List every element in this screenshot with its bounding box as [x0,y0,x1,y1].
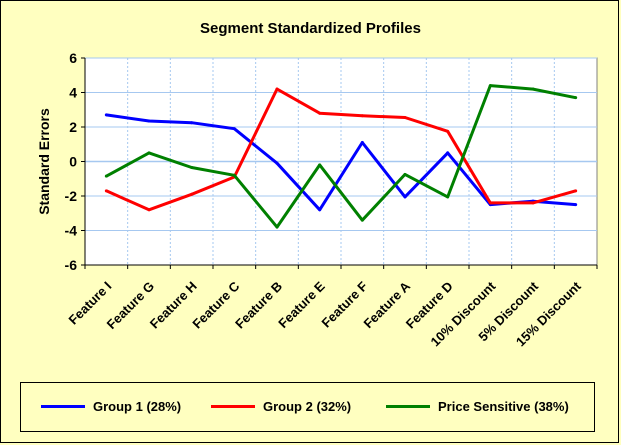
data-point [403,172,407,176]
legend-label: Group 1 (28%) [93,399,182,414]
data-point [446,195,450,199]
data-point [488,201,492,205]
legend-swatch [211,405,255,408]
series-line-3 [105,84,576,229]
chart-legend: Group 1 (28%) Group 2 (32%) Price Sensitiv… [20,382,595,432]
y-tick-label: -2 [65,188,78,204]
data-point [104,113,108,117]
x-tick-label: Feature E [275,278,328,331]
series-line-2 [105,87,577,212]
data-point [275,161,279,165]
data-point [531,87,535,91]
data-point [147,151,151,155]
y-tick-label: 6 [69,50,77,66]
data-point [190,121,194,125]
data-point [318,208,322,212]
data-point [488,84,492,88]
y-tick-label: 0 [69,154,77,170]
data-point [403,116,407,120]
data-point [275,225,279,229]
data-point [104,189,108,193]
y-tick-label: 2 [69,119,77,135]
data-point [318,163,322,167]
data-point [574,96,578,100]
legend-swatch [386,405,430,408]
legend-item: Price Sensitive (38%) [386,399,569,414]
data-point [190,192,194,196]
legend-item: Group 1 (28%) [41,399,181,414]
data-point [147,208,151,212]
legend-label: Group 2 (32%) [263,399,352,414]
data-point [446,151,450,155]
data-point [360,114,364,118]
data-point [360,141,364,145]
legend-item: Group 2 (32%) [211,399,351,414]
data-point [574,189,578,193]
legend-swatch [41,405,85,408]
data-point [190,166,194,170]
y-axis-label: Standard Errors [36,108,52,215]
data-point [446,129,450,133]
y-tick-label: -4 [65,223,78,239]
legend-label: Price Sensitive (38%) [438,399,569,414]
data-point [232,127,236,131]
data-point [318,111,322,115]
y-tick-label: 4 [69,85,77,101]
y-tick-label: -6 [65,257,78,273]
chart-title: Segment Standardized Profiles [200,20,421,37]
data-point [275,87,279,91]
data-point [531,201,535,205]
data-point [104,174,108,178]
data-point [403,195,407,199]
data-point [574,203,578,207]
data-point [232,173,236,177]
data-point [147,119,151,123]
data-point [360,218,364,222]
